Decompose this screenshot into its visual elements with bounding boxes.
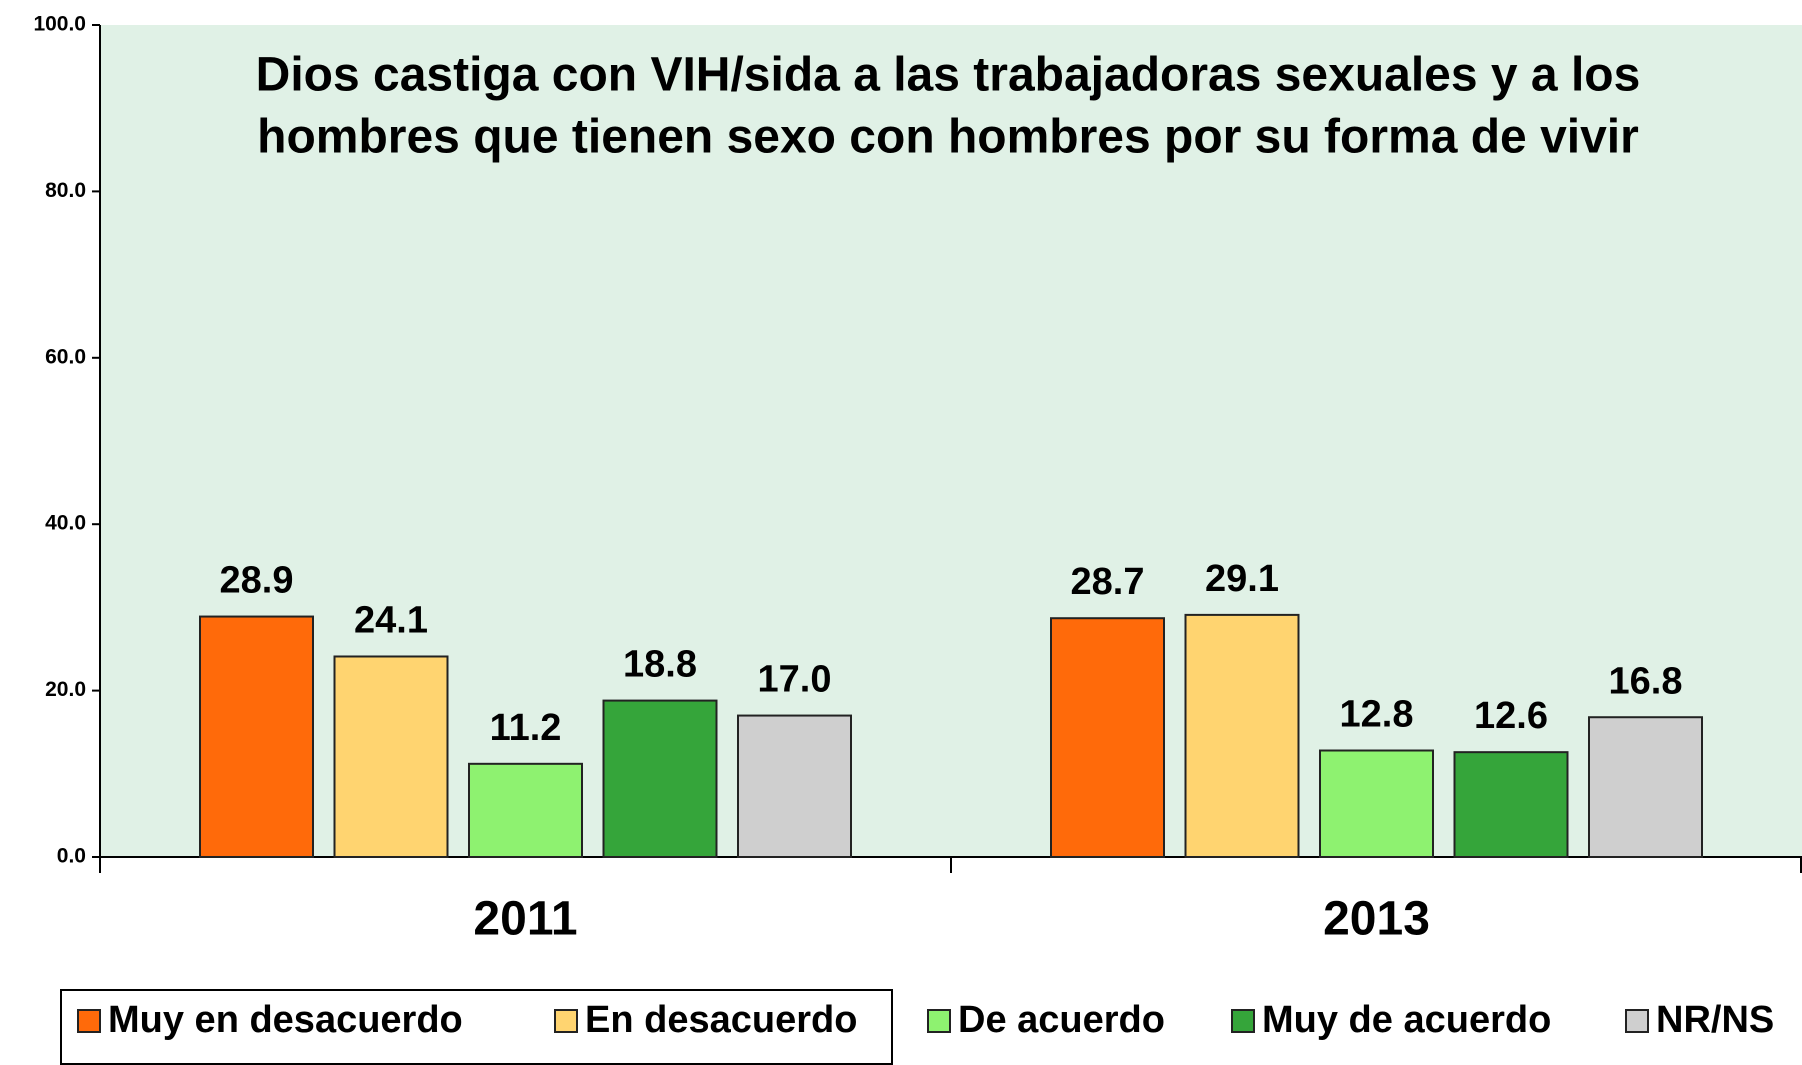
legend-label: Muy en desacuerdo	[108, 999, 463, 1041]
y-tick-label: 20.0	[45, 678, 86, 701]
data-label: 11.2	[490, 707, 562, 749]
legend-label: NR/NS	[1656, 999, 1774, 1041]
legend-box	[60, 989, 893, 1065]
data-label: 16.8	[1609, 660, 1683, 702]
bar	[737, 714, 852, 858]
x-tick-label: 2011	[473, 893, 577, 946]
y-tick-label: 60.0	[45, 345, 86, 368]
bar	[1050, 617, 1165, 858]
y-tick-label: 40.0	[45, 512, 86, 535]
data-label: 29.1	[1205, 558, 1279, 600]
data-label: 28.7	[1071, 561, 1145, 603]
data-label: 17.0	[758, 659, 832, 701]
data-label: 24.1	[354, 600, 428, 642]
bar	[468, 762, 583, 858]
chart-title: Dios castiga con VIH/sida a las trabajad…	[256, 49, 1641, 102]
bar	[1184, 613, 1300, 858]
data-label: 18.8	[623, 644, 697, 686]
data-label: 12.6	[1474, 695, 1548, 737]
data-label: 28.9	[220, 560, 294, 602]
legend-swatch	[1231, 1009, 1255, 1033]
legend-label: En desacuerdo	[585, 999, 857, 1041]
y-tick-label: 100.0	[33, 13, 86, 36]
legend-swatch	[77, 1009, 101, 1033]
y-tick-label: 80.0	[45, 179, 86, 202]
y-tick-label: 0.0	[57, 845, 86, 868]
legend-label: Muy de acuerdo	[1262, 999, 1551, 1041]
legend-swatch	[927, 1009, 951, 1033]
bar	[602, 699, 718, 858]
legend-label: De acuerdo	[958, 999, 1165, 1041]
legend-swatch	[1625, 1009, 1649, 1033]
bar	[1319, 749, 1434, 859]
bar	[1588, 716, 1703, 858]
bar	[199, 615, 314, 858]
bar	[333, 655, 449, 858]
bar	[1453, 751, 1569, 859]
data-label: 12.8	[1340, 694, 1414, 736]
chart-title: hombres que tienen sexo con hombres por …	[257, 111, 1639, 164]
x-tick-label: 2013	[1323, 893, 1430, 946]
legend-swatch	[554, 1009, 578, 1033]
